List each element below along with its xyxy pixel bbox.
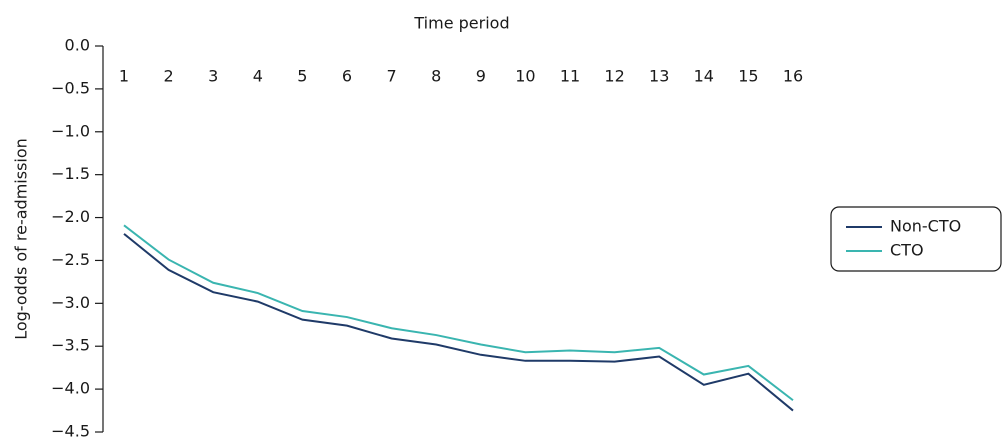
y-tick-label: −1.0 <box>51 121 90 140</box>
x-tick-label: 1 <box>119 67 129 86</box>
x-tick-label: 6 <box>342 67 352 86</box>
y-axis-title: Log-odds of re-admission <box>12 138 31 340</box>
y-tick-label: −2.0 <box>51 207 90 226</box>
x-tick-label: 7 <box>387 67 397 86</box>
y-tick-label: −4.0 <box>51 379 90 398</box>
x-tick-label: 10 <box>515 67 535 86</box>
legend-label: Non-CTO <box>890 217 961 236</box>
legend-box <box>830 206 1002 272</box>
x-tick-label: 16 <box>783 67 803 86</box>
x-tick-label: 11 <box>560 67 580 86</box>
x-tick-label: 14 <box>694 67 714 86</box>
x-tick-label: 2 <box>164 67 174 86</box>
legend-label: CTO <box>890 241 924 260</box>
series-line <box>123 224 794 402</box>
x-tick-label: 8 <box>431 67 441 86</box>
x-tick-label: 3 <box>208 67 218 86</box>
y-tick-label: −4.5 <box>51 422 90 439</box>
series-line <box>123 233 794 412</box>
y-tick-label: −2.5 <box>51 250 90 269</box>
x-axis-title: Time period <box>413 14 509 33</box>
y-tick-label: −0.5 <box>51 78 90 97</box>
x-tick-label: 4 <box>253 67 263 86</box>
y-tick-label: 0.0 <box>65 36 90 55</box>
y-tick-label: −3.5 <box>51 336 90 355</box>
x-tick-label: 13 <box>649 67 669 86</box>
y-tick-label: −3.0 <box>51 293 90 312</box>
y-tick-label: −1.5 <box>51 164 90 183</box>
x-tick-label: 9 <box>476 67 486 86</box>
x-tick-label: 12 <box>604 67 624 86</box>
x-tick-label: 5 <box>297 67 307 86</box>
x-tick-label: 15 <box>738 67 758 86</box>
